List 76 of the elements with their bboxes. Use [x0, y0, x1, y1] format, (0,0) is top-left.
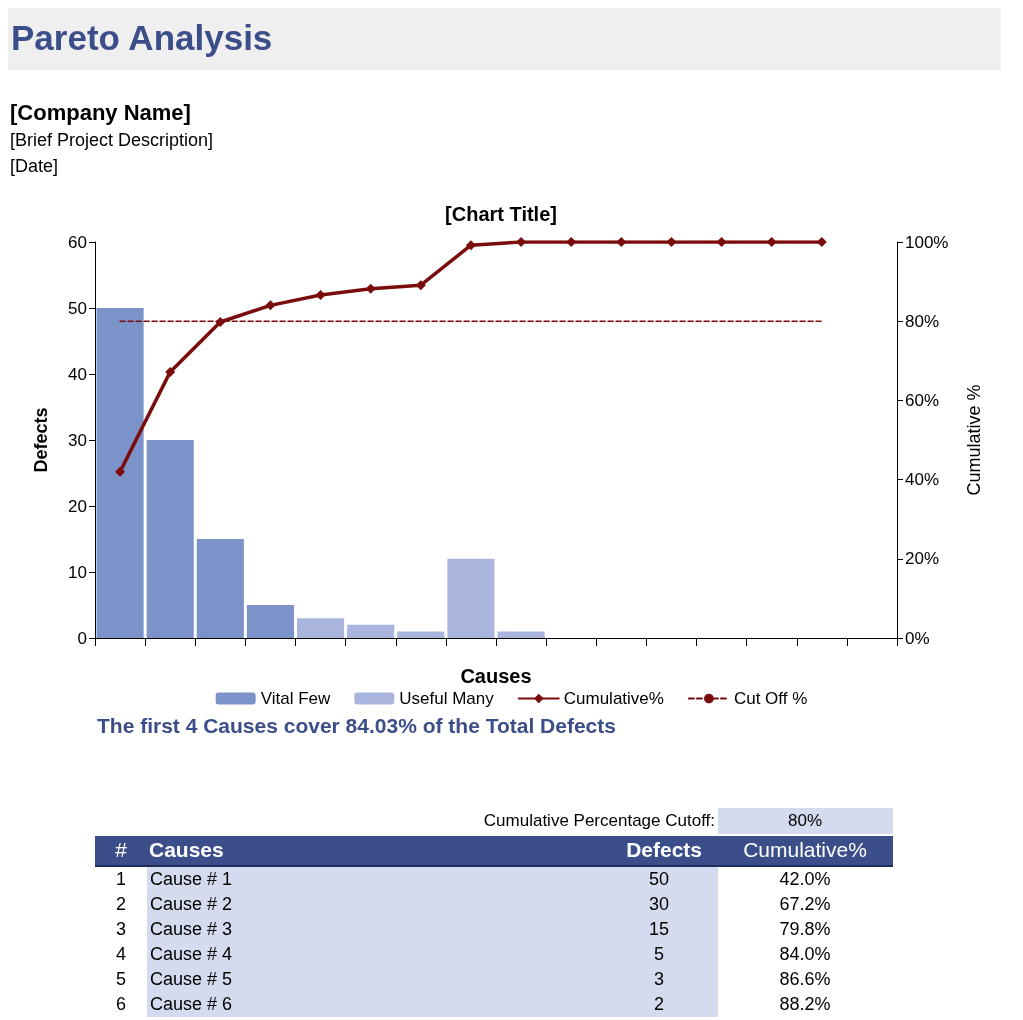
text: [Brief Project Description]	[10, 130, 214, 151]
y2-tick-label: 60%	[905, 390, 940, 410]
bar	[497, 631, 545, 638]
text: Cause # 4	[150, 944, 233, 965]
bar	[397, 631, 445, 638]
point	[465, 240, 476, 251]
bar	[297, 618, 345, 638]
text: Cause # 2	[150, 894, 233, 915]
y2-axis-title: Cumulative %	[964, 384, 984, 496]
text: 80%	[720, 811, 890, 831]
text: 2	[653, 994, 665, 1015]
point	[315, 290, 326, 301]
text: 88.2%	[778, 994, 832, 1015]
text: 1	[115, 869, 127, 890]
text: [Company Name]	[10, 100, 191, 126]
legend-label: Cumulative%	[563, 689, 664, 708]
legend-label: Useful Many	[399, 689, 495, 708]
text: Cause # 6	[150, 994, 233, 1015]
bar	[246, 605, 294, 638]
text: 42.0%	[778, 869, 832, 890]
text: 3	[653, 969, 665, 990]
text: 5	[115, 969, 127, 990]
point	[365, 283, 376, 294]
chart-subtitle: [Chart Title]	[445, 203, 557, 225]
text: 6	[115, 994, 127, 1015]
bar	[447, 558, 495, 638]
y-tick-label: 60	[68, 232, 87, 252]
bar	[96, 308, 144, 638]
text: [Date]	[10, 156, 59, 177]
y-tick-label: 40	[68, 364, 87, 384]
bar	[196, 539, 244, 638]
text: 5	[653, 944, 665, 965]
point	[265, 300, 276, 311]
y-tick-label: 10	[68, 562, 87, 582]
text: 86.6%	[778, 969, 832, 990]
text: 50	[648, 869, 670, 890]
point	[115, 466, 126, 477]
text: Cause # 5	[150, 969, 233, 990]
text: 3	[115, 919, 127, 940]
point	[716, 237, 727, 247]
y2-tick-label: 0%	[905, 628, 930, 648]
text: 67.2%	[778, 894, 832, 915]
point	[215, 316, 226, 327]
point	[766, 237, 777, 247]
y2-tick-label: 20%	[905, 549, 940, 569]
text: Cause # 3	[150, 919, 233, 940]
y-tick-label: 30	[68, 430, 87, 450]
point	[616, 237, 627, 247]
point	[666, 237, 677, 247]
bar	[347, 624, 395, 638]
chart-title: Pareto Analysis	[11, 18, 273, 58]
y2-tick-label: 80%	[905, 311, 940, 331]
y2-tick-label: 40%	[905, 470, 940, 490]
text: #	[114, 838, 128, 862]
text: Defects	[625, 838, 702, 862]
text: 2	[115, 894, 127, 915]
y-tick-label: 0	[77, 628, 87, 648]
y-tick-label: 20	[68, 496, 87, 516]
legend-label: Vital Few	[260, 689, 332, 708]
text: Causes	[149, 838, 224, 862]
text: 4	[115, 944, 127, 965]
point	[165, 366, 176, 377]
text: Cumulative Percentage Cutoff:	[482, 811, 715, 831]
text: The first 4 Causes cover 84.03% of the Total Defects	[97, 714, 616, 738]
y-axis-title: Defects	[31, 407, 51, 473]
bar	[146, 440, 194, 638]
x-axis-title: Causes	[460, 665, 532, 687]
legend-label: Cut Off %	[733, 689, 808, 708]
text: 79.8%	[778, 919, 832, 940]
y2-tick-label: 100%	[905, 232, 949, 252]
text: 30	[648, 894, 670, 915]
text: 15	[648, 919, 670, 940]
text: 84.0%	[778, 944, 832, 965]
text: Cumulative%	[742, 838, 868, 862]
text: Cause # 1	[150, 869, 233, 890]
y-tick-label: 50	[68, 298, 87, 318]
